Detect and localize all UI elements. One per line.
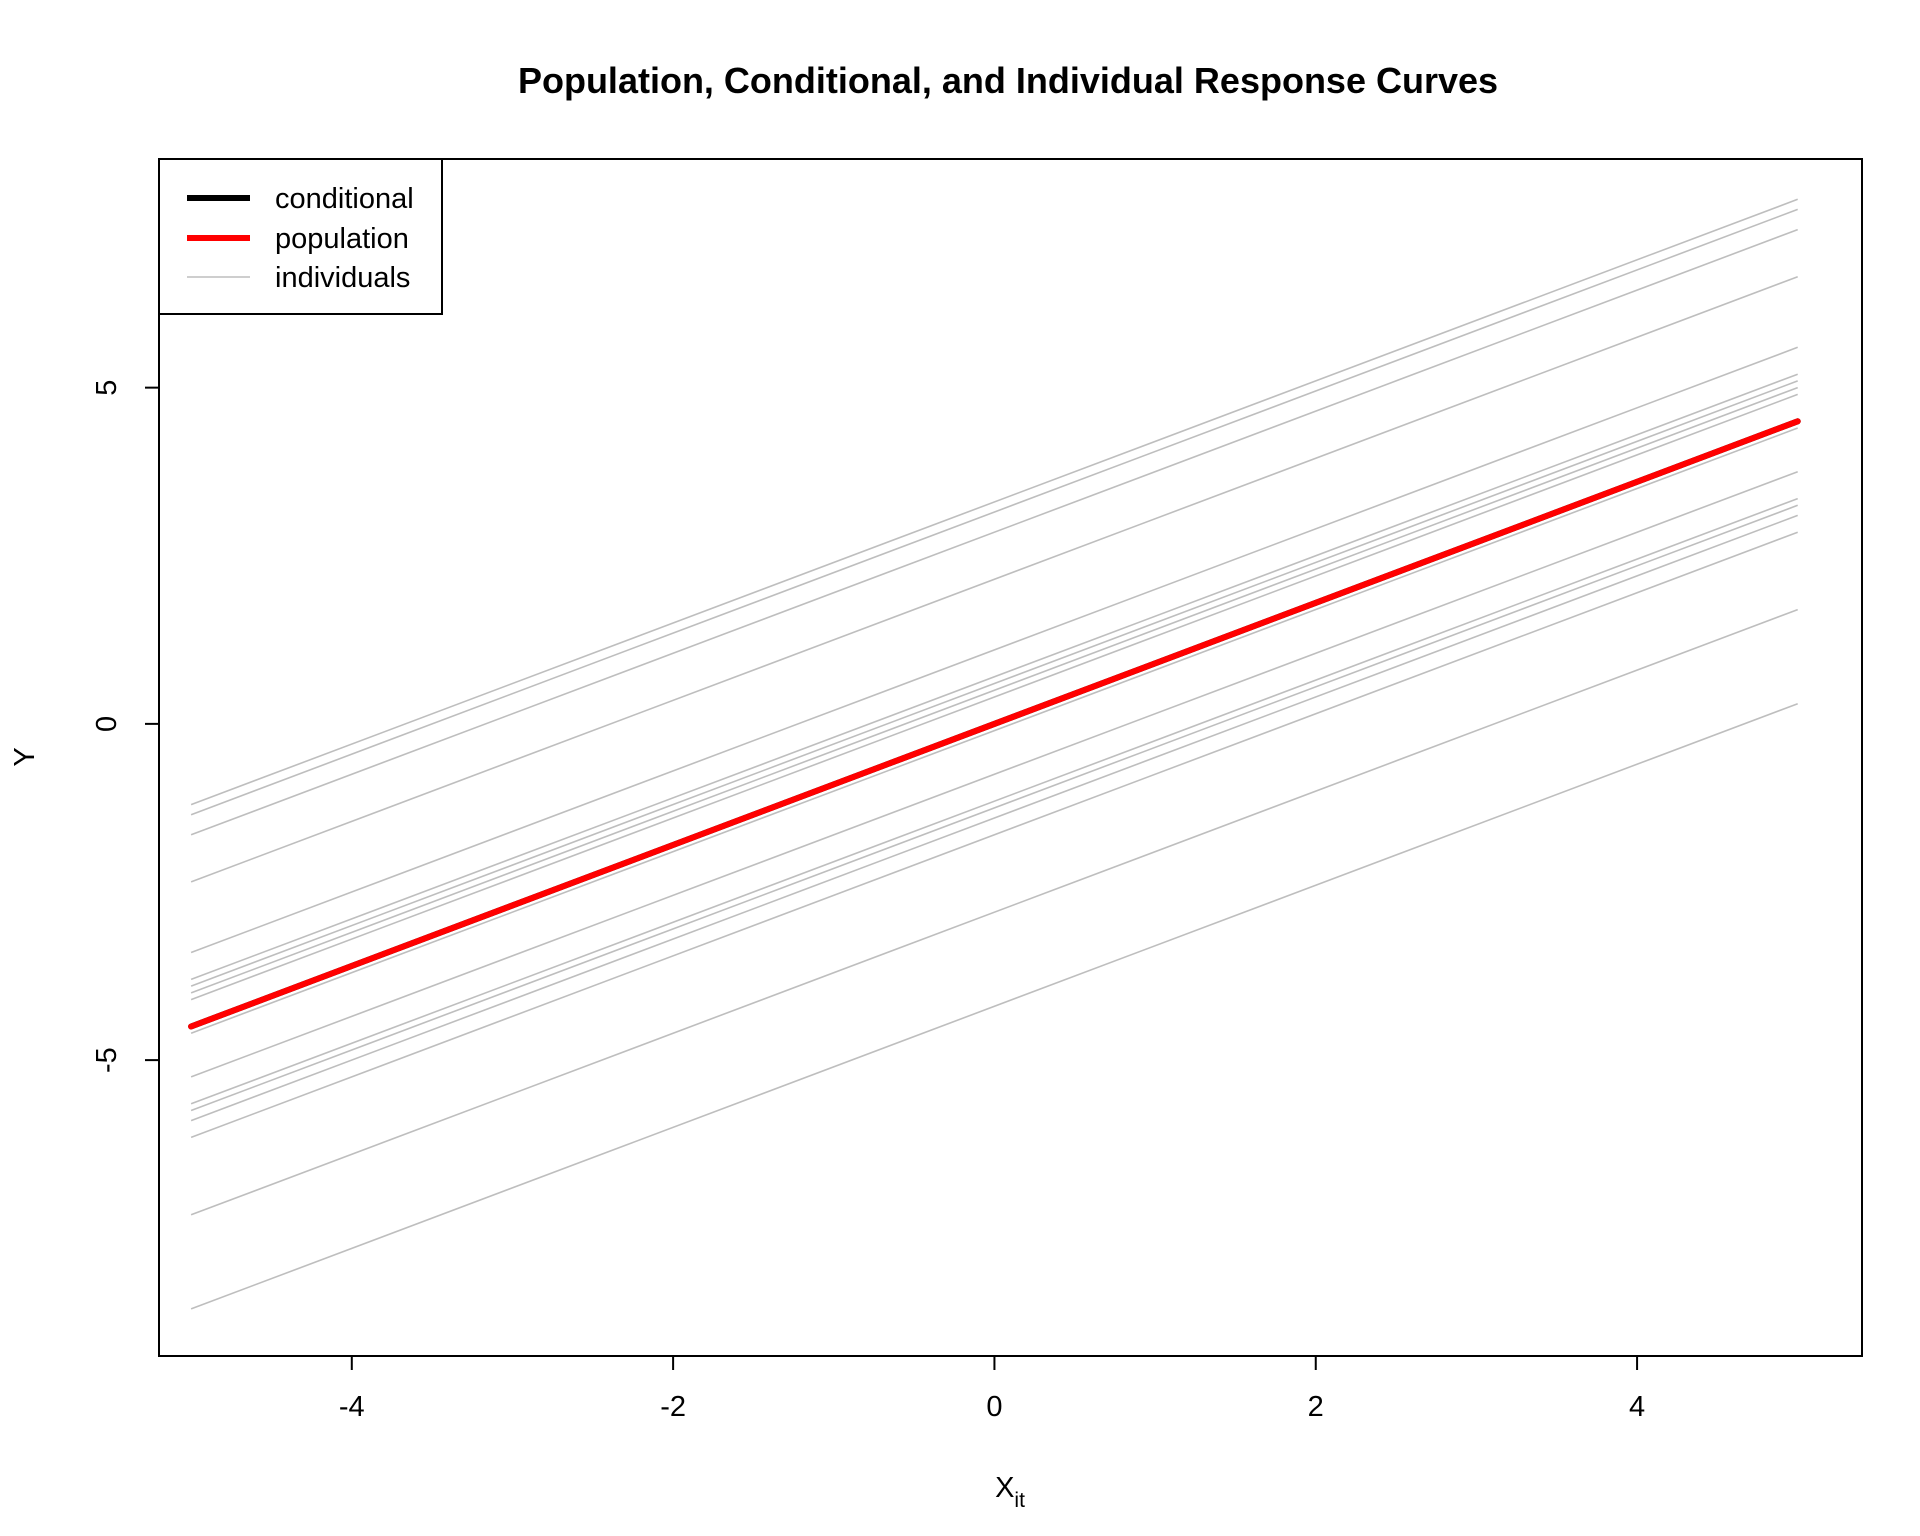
individual-lines [190,198,1798,1310]
population-line [188,418,1801,1030]
individual-line [190,608,1798,1216]
y-axis: -5 0 5 [91,380,160,1073]
individual-line [190,470,1798,1078]
x-axis-title-main: X [995,1472,1014,1504]
individual-line [190,208,1798,816]
y-tick-label: 0 [91,716,123,732]
x-tick-label: 4 [1629,1391,1645,1423]
y-tick-label: -5 [91,1047,123,1073]
legend-label-conditional: conditional [275,183,414,215]
x-axis-title-subscript: it [1014,1489,1025,1512]
legend-label-individuals: individuals [275,262,410,294]
individual-line [190,702,1798,1310]
x-tick-label: 2 [1308,1391,1324,1423]
individual-line [190,373,1798,981]
individual-line [190,346,1798,954]
y-axis-title: Y [9,747,41,766]
individual-line [190,427,1798,1034]
x-tick-label: -2 [660,1391,686,1423]
x-axis-title: Xit [995,1472,1025,1512]
individual-line [190,386,1798,994]
individual-line [190,514,1798,1122]
legend: conditional population individuals [158,158,443,315]
legend-label-population: population [275,223,409,255]
chart-title: Population, Conditional, and Individual … [518,60,1498,101]
y-tick-label: 5 [91,380,123,396]
individual-line [190,393,1798,1001]
individual-line [190,275,1798,883]
individual-line [190,504,1798,1112]
individual-line [190,380,1798,987]
individual-line [190,198,1798,806]
x-axis: -4 -2 0 2 4 [339,1355,1645,1423]
x-tick-label: -4 [339,1391,365,1423]
individual-line [190,531,1798,1139]
individual-line [190,228,1798,836]
plot-frame [158,158,1863,1357]
population-line-layer [188,418,1801,1030]
individual-line [190,497,1798,1105]
x-tick-label: 0 [986,1391,1002,1423]
